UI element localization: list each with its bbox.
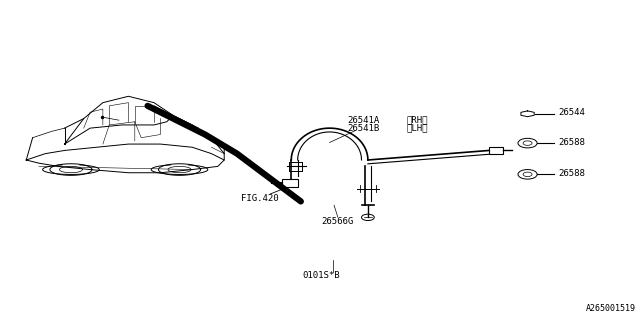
Text: A265001519: A265001519 — [586, 304, 636, 313]
Bar — [282, 179, 298, 187]
Text: FIG.420: FIG.420 — [241, 194, 278, 204]
Text: 0101S*B: 0101S*B — [303, 271, 340, 280]
Text: 〈LH〉: 〈LH〉 — [406, 124, 428, 132]
Text: 26544: 26544 — [558, 108, 585, 117]
Text: 〈RH〉: 〈RH〉 — [406, 116, 428, 125]
Text: 26541B: 26541B — [347, 124, 379, 132]
Text: 26566G: 26566G — [322, 217, 354, 226]
Text: 26588: 26588 — [558, 169, 585, 178]
Bar — [489, 147, 503, 154]
Text: 26541A: 26541A — [347, 116, 379, 125]
Text: 26588: 26588 — [558, 138, 585, 147]
